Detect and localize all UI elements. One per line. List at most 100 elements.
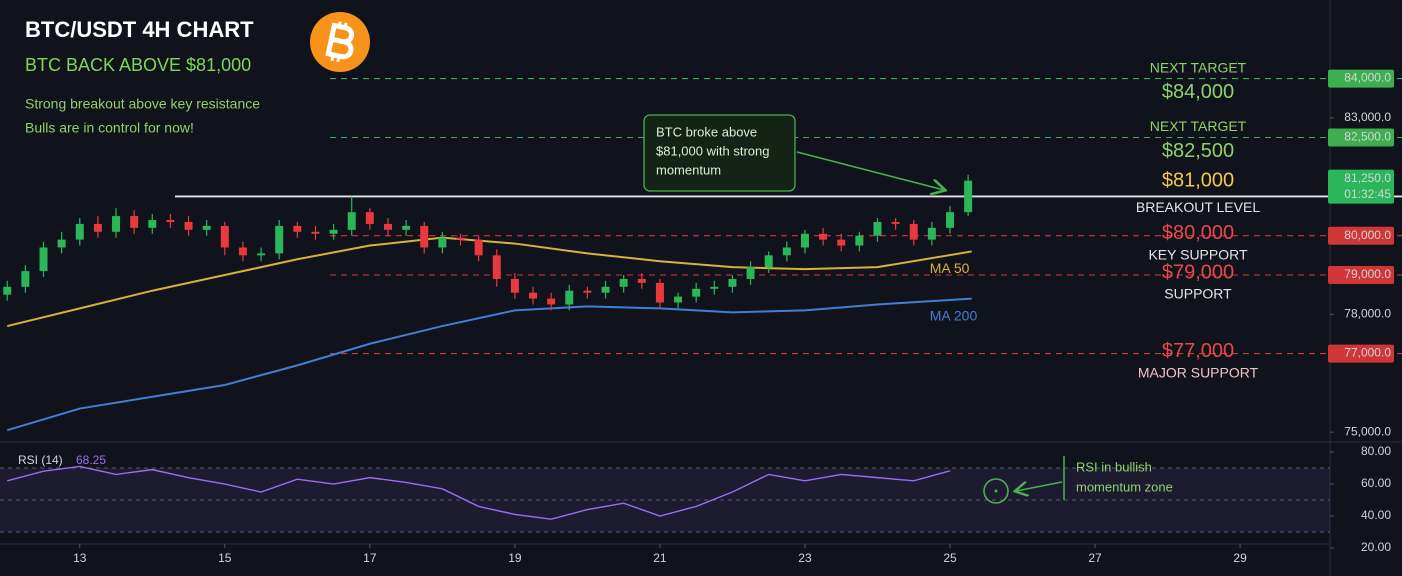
candle-body (710, 286, 719, 289)
x-tick-label: 29 (1233, 551, 1247, 565)
candle-body (474, 239, 483, 256)
chart-title: BTC/USDT 4H CHART (25, 17, 254, 42)
y-tag (1328, 226, 1394, 245)
y-tag (1328, 69, 1394, 88)
candle-body (655, 282, 664, 303)
level-caption: KEY SUPPORT (1148, 246, 1248, 262)
rsi-tick-label: 60.00 (1361, 476, 1391, 490)
rsi-name: RSI (14) (18, 453, 63, 467)
candle-body (492, 255, 501, 279)
candle-body (257, 253, 266, 256)
candle-body (529, 292, 538, 299)
x-tick-label: 21 (653, 551, 667, 565)
candle-body (220, 225, 229, 248)
x-tick-label: 15 (218, 551, 232, 565)
y-tag (1328, 128, 1394, 147)
callout-text: $81,000 with strong (656, 143, 769, 158)
candle-body (57, 239, 66, 248)
candle-body (800, 233, 809, 248)
x-tick-label: 27 (1088, 551, 1102, 565)
candle-body (166, 220, 175, 222)
candle-body (583, 290, 592, 293)
last-price-tag (1328, 169, 1394, 204)
candle-body (202, 225, 211, 230)
candle-body (456, 237, 465, 240)
candle-body (837, 239, 846, 246)
bitcoin-logo (310, 12, 370, 72)
y-tick-label: 79,000.0 (1344, 267, 1391, 281)
level-caption: BREAKOUT LEVEL (1136, 199, 1260, 215)
callout-text: momentum (656, 162, 721, 177)
y-tag (1328, 266, 1394, 284)
candle-body (75, 223, 84, 240)
candle-body (329, 229, 338, 234)
candle-body (728, 278, 737, 287)
x-tick-label: 25 (943, 551, 957, 565)
candle-body (547, 298, 556, 305)
note: Bulls are in control for now! (25, 120, 194, 136)
rsi-line (7, 465, 951, 520)
candle-body (93, 223, 102, 232)
candle-body (184, 221, 193, 230)
candle-body (148, 220, 157, 228)
rsi-note: RSI in bullish (1076, 459, 1152, 474)
y-tick-label: 84,000.0 (1344, 71, 1391, 85)
rsi-note: momentum zone (1076, 479, 1173, 494)
chart-subtitle: BTC BACK ABOVE $81,000 (25, 55, 251, 75)
level-label: $79,000 (1162, 261, 1234, 283)
candle-body (347, 212, 356, 230)
candle-body (293, 225, 302, 232)
candle-body (402, 225, 411, 230)
level-caption: SUPPORT (1164, 286, 1232, 302)
candle-body (311, 231, 320, 234)
candle-body (510, 278, 519, 293)
x-tick-label: 19 (508, 551, 522, 565)
level-label: $80,000 (1162, 222, 1234, 244)
y-tick-label: 75,000.0 (1344, 424, 1391, 438)
candle-body (420, 225, 429, 248)
ma-label: MA 50 (930, 260, 970, 276)
candle-body (674, 296, 683, 303)
callout-text: BTC broke above (656, 124, 757, 139)
candle-body (275, 225, 284, 254)
candle-body (21, 271, 30, 287)
level-label: $82,500 (1162, 140, 1234, 162)
candle-body (946, 212, 954, 228)
level-label: $81,000 (1162, 170, 1234, 192)
y-tick-label: 80,000.0 (1344, 228, 1391, 242)
candle-body (238, 247, 247, 256)
level-label: $77,000 (1162, 340, 1234, 362)
candle-body (39, 247, 48, 272)
candle-body (692, 288, 701, 297)
candle-body (927, 227, 936, 240)
candle-body (3, 286, 12, 295)
candle-body (601, 286, 610, 293)
main-pane: 13 15 17 19 21 23 25 27 29 $84,000 NEXT TARGET $82,… (0, 59, 1402, 565)
candle-body (764, 255, 773, 268)
level-caption: NEXT TARGET (1150, 118, 1247, 134)
rsi-annotation: RSI in bullish momentum zone (983, 456, 1173, 504)
countdown: 01:32:45 (1344, 187, 1391, 201)
rsi-tick-label: 40.00 (1361, 508, 1391, 522)
candle-body (855, 235, 864, 246)
ma-label: MA 200 (930, 307, 978, 323)
x-tick-label: 23 (798, 551, 812, 565)
level-label: $84,000 (1162, 81, 1234, 103)
candle-body (746, 267, 755, 279)
y-tick-label: 77,000.0 (1344, 346, 1391, 360)
candle-body (438, 237, 447, 248)
candle-body (365, 212, 374, 224)
note: Strong breakout above key resistance (25, 96, 260, 112)
candle-body (909, 223, 918, 240)
candle-body (565, 290, 574, 305)
rsi-value: 68.25 (76, 453, 106, 467)
x-tick-label: 13 (73, 551, 87, 565)
y-tick-label: 83,000.0 (1344, 110, 1391, 124)
ma-line (6, 297, 972, 432)
y-tick-label: 78,000.0 (1344, 306, 1391, 320)
candle-body (873, 221, 882, 236)
level-caption: MAJOR SUPPORT (1138, 364, 1259, 380)
rsi-tick-label: 20.00 (1361, 540, 1391, 554)
